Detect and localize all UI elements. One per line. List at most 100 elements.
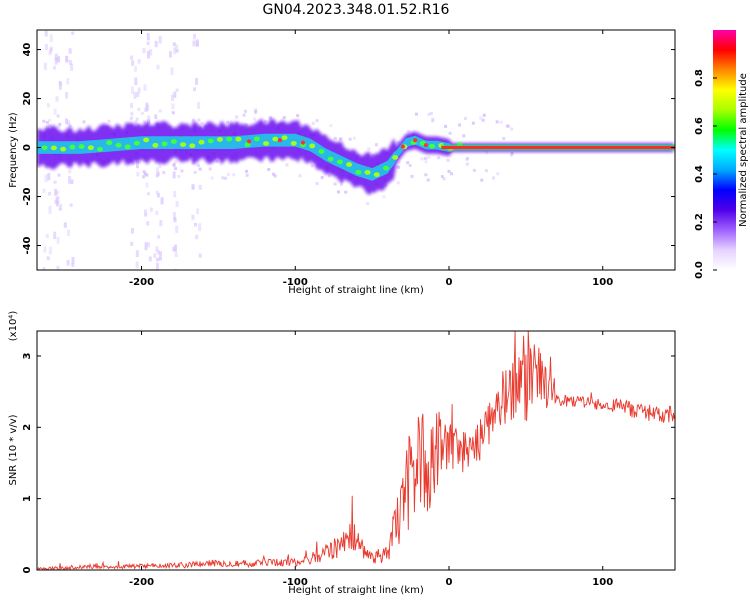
spectral-haze-cell <box>156 64 160 70</box>
spectral-haze-cell <box>135 261 139 269</box>
spectral-haze-cell <box>65 55 69 62</box>
snr-scale-note: (x10⁴) <box>8 311 19 342</box>
spectral-haze-cell <box>420 157 424 161</box>
spectral-haze-cell <box>431 119 435 123</box>
spectral-haze-cell <box>226 120 230 124</box>
x-tick-label: -100 <box>283 577 308 588</box>
spectral-haze-cell <box>146 41 150 46</box>
y-tick-label: 20 <box>22 92 33 106</box>
spectral-haze-cell <box>137 107 141 112</box>
spectral-haze-cell <box>162 171 166 175</box>
spectral-max-spot <box>247 139 252 144</box>
spectral-haze-cell <box>444 124 448 128</box>
spectral-haze-cell <box>137 160 141 164</box>
spectral-haze-cell <box>68 176 72 184</box>
spectral-haze-cell <box>46 124 50 130</box>
spectral-peak-spot <box>309 143 316 149</box>
spectral-haze-cell <box>53 180 57 184</box>
spectral-max-spot <box>423 143 428 148</box>
spectral-haze-cell <box>427 156 431 160</box>
spectral-peak-spot <box>161 141 168 147</box>
spectral-haze-cell <box>149 207 153 212</box>
spectral-haze-cell <box>57 56 61 63</box>
spectral-peak-spot <box>429 143 436 149</box>
x-tick-label: -200 <box>129 277 154 288</box>
spectral-haze-cell <box>170 67 174 76</box>
spectral-haze-cell <box>46 103 50 108</box>
spectral-haze-cell <box>499 120 503 124</box>
spectral-haze-cell <box>53 231 57 240</box>
spectral-haze-cell <box>226 172 230 176</box>
spectral-haze-cell <box>510 152 514 156</box>
spectral-peak-spot <box>346 162 353 167</box>
colorbar-tick-label: 0.2 <box>694 213 705 231</box>
spectral-haze-cell <box>196 208 200 215</box>
spectral-haze-cell <box>57 124 61 128</box>
spectral-haze-cell <box>154 40 158 48</box>
spectral-max-spot <box>400 144 405 149</box>
spectral-peak-spot <box>69 144 76 150</box>
spectral-peak-spot <box>355 169 362 175</box>
spectral-haze-cell <box>43 62 47 71</box>
spectral-haze-cell <box>396 165 400 169</box>
spectral-haze-cell <box>56 190 60 195</box>
spectral-haze-cell <box>133 91 137 99</box>
spectral-haze-cell <box>273 174 277 178</box>
spectral-haze-cell <box>70 179 74 185</box>
spectral-haze-cell <box>58 80 62 86</box>
spectral-haze-cell <box>158 256 162 261</box>
spectral-haze-cell <box>172 247 176 252</box>
spectral-peak-spot <box>216 137 223 142</box>
spectral-peak-spot <box>41 145 48 151</box>
spectral-haze-cell <box>156 250 160 255</box>
spectral-haze-cell <box>168 51 172 58</box>
spectral-haze-cell <box>144 108 148 112</box>
spectral-haze-cell <box>396 181 400 185</box>
spectral-haze-cell <box>396 141 400 145</box>
spectral-haze-cell <box>208 167 212 171</box>
spectral-haze-cell <box>254 110 258 114</box>
spectral-peak-spot <box>189 143 196 149</box>
spectral-haze-cell <box>329 124 333 128</box>
spectral-haze-cell <box>485 151 489 155</box>
spectral-haze-cell <box>406 161 410 165</box>
y-tick-label: -40 <box>22 236 33 254</box>
spectral-haze-cell <box>177 174 181 178</box>
spectral-haze-cell <box>423 157 427 161</box>
spectral-haze-cell <box>158 35 162 44</box>
spectral-haze-cell <box>172 171 176 179</box>
spectral-peak-spot <box>364 169 371 175</box>
spectral-haze-cell <box>144 213 148 217</box>
colorbar-gradient <box>713 30 736 270</box>
spectral-inner-band <box>37 133 674 181</box>
spectral-haze-cell <box>66 77 70 85</box>
spectral-haze-cell <box>193 87 197 92</box>
spectral-haze-cell <box>158 251 162 257</box>
spectral-haze-cell <box>59 203 63 207</box>
spectral-haze-cell <box>424 173 428 177</box>
spectral-haze-cell <box>496 172 500 176</box>
spectral-haze-cell <box>54 188 58 196</box>
spectral-haze-cell <box>180 169 184 173</box>
spectral-haze-cell <box>54 200 58 204</box>
spectral-haze-cell <box>43 246 47 253</box>
y-tick-label: -20 <box>22 187 33 205</box>
y-tick-label: 40 <box>22 43 33 57</box>
spectral-haze-cell <box>44 30 48 37</box>
spectral-peak-spot <box>290 140 297 146</box>
spectral-haze-cell <box>198 184 202 190</box>
spectral-haze-cell <box>48 123 52 127</box>
spectral-haze-cell <box>131 227 135 234</box>
spectral-haze-cell <box>66 259 70 266</box>
spectral-peak-spot <box>272 136 279 142</box>
spectral-haze-cell <box>136 91 140 98</box>
x-tick-label: 100 <box>592 277 613 288</box>
spectral-haze-cell <box>65 59 69 64</box>
spectral-haze-cell <box>158 162 162 169</box>
spectral-haze-cell <box>67 229 71 236</box>
colorbar-label: Normalized spectral amplitude <box>738 73 749 227</box>
spectral-haze-cell <box>47 172 51 181</box>
spectral-haze-cell <box>155 210 159 216</box>
